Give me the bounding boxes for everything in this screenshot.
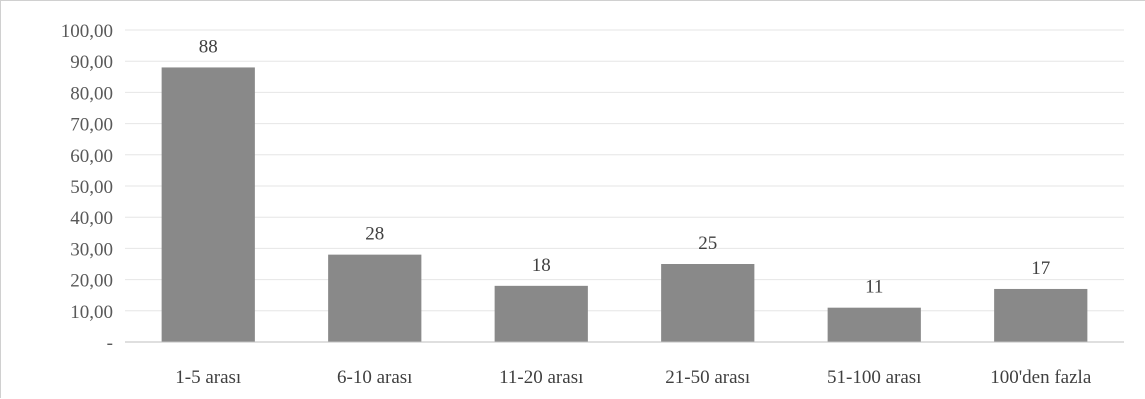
y-tick-label: 10,00 [70, 302, 113, 323]
y-tick-label: 30,00 [70, 239, 113, 260]
y-tick-label: 40,00 [70, 208, 113, 229]
x-tick-label: 6-10 arası [337, 367, 412, 388]
y-axis-tick-labels: - 10,00 20,00 30,00 40,00 50,00 60,00 70,00 80,0… [61, 21, 113, 354]
bar [994, 288, 1088, 342]
bar [328, 254, 422, 342]
y-tick-label: 50,00 [70, 177, 113, 198]
data-label: 25 [698, 233, 717, 254]
data-label: 18 [532, 255, 551, 276]
x-tick-label: 11-20 arası [499, 367, 583, 388]
bar [161, 67, 255, 342]
y-tick-label: 60,00 [70, 146, 113, 167]
y-tick-label: 90,00 [70, 52, 113, 73]
data-labels: 88 28 18 25 11 17 [199, 36, 1051, 297]
bar [661, 264, 755, 342]
x-tick-label: 100'den fazla [990, 367, 1092, 388]
y-tick-label: 70,00 [70, 115, 113, 136]
gridlines [125, 29, 1124, 312]
bars [161, 67, 1088, 342]
bar [827, 307, 921, 342]
data-label: 28 [365, 224, 384, 245]
y-tick-label: 20,00 [70, 271, 113, 292]
y-tick-label: 80,00 [70, 83, 113, 104]
x-tick-label: 51-100 arası [827, 367, 921, 388]
y-tick-label: - [107, 333, 113, 354]
x-tick-label: 1-5 arası [175, 367, 241, 388]
bar [494, 285, 588, 342]
y-tick-label: 100,00 [61, 21, 113, 42]
x-tick-label: 21-50 arası [665, 367, 750, 388]
data-label: 88 [199, 36, 218, 57]
x-axis-category-labels: 1-5 arası 6-10 arası 11-20 arası 21-50 aras… [175, 367, 1092, 388]
data-label: 17 [1031, 258, 1050, 279]
data-label: 11 [865, 277, 883, 298]
